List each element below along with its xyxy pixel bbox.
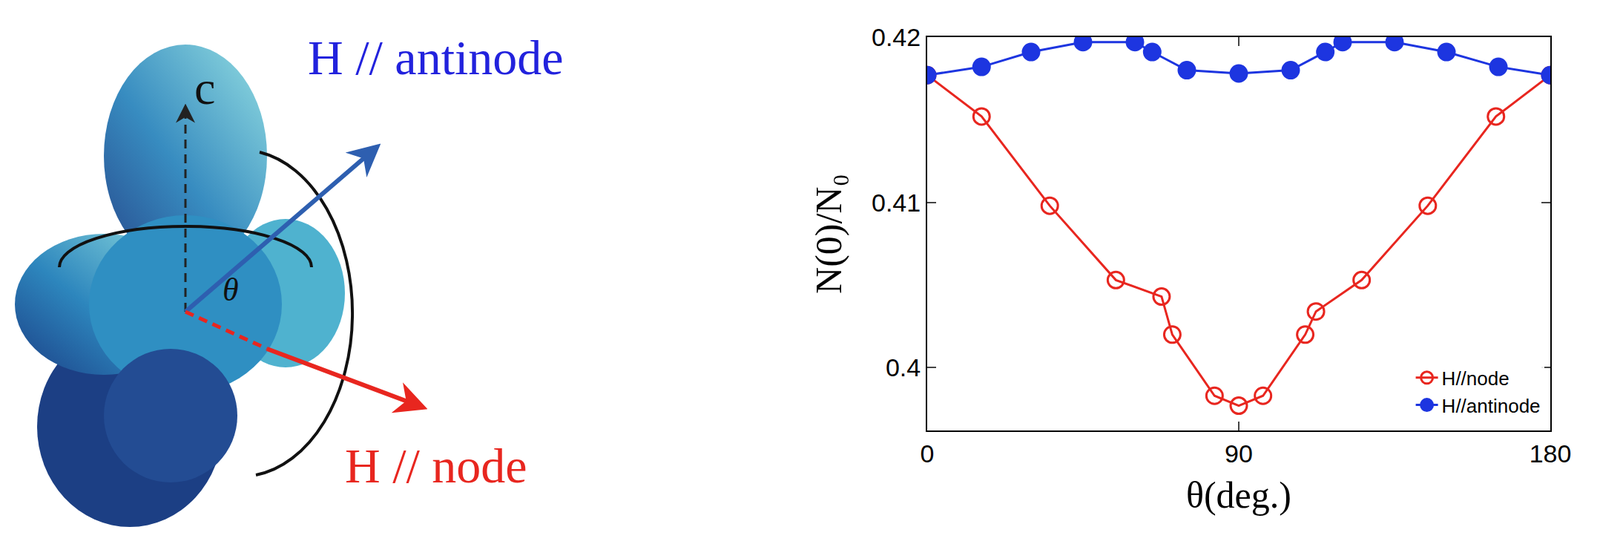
svg-text:0.4: 0.4	[885, 353, 921, 382]
svg-text:0: 0	[920, 439, 935, 468]
svg-text:H // node: H // node	[344, 438, 528, 493]
svg-text:H//antinode: H//antinode	[1442, 394, 1541, 417]
svg-text:H // antinode: H // antinode	[307, 30, 564, 85]
svg-text:H//node: H//node	[1442, 367, 1510, 390]
svg-text:θ(deg.): θ(deg.)	[1186, 473, 1292, 516]
svg-text:180: 180	[1529, 439, 1572, 468]
svg-text:90: 90	[1224, 439, 1253, 468]
svg-text:c: c	[194, 61, 216, 115]
svg-text:θ: θ	[222, 271, 239, 308]
svg-text:0.41: 0.41	[871, 188, 921, 217]
svg-text:N(0)/N₀: N(0)/N₀	[807, 173, 850, 294]
svg-text:0.42: 0.42	[871, 22, 921, 52]
